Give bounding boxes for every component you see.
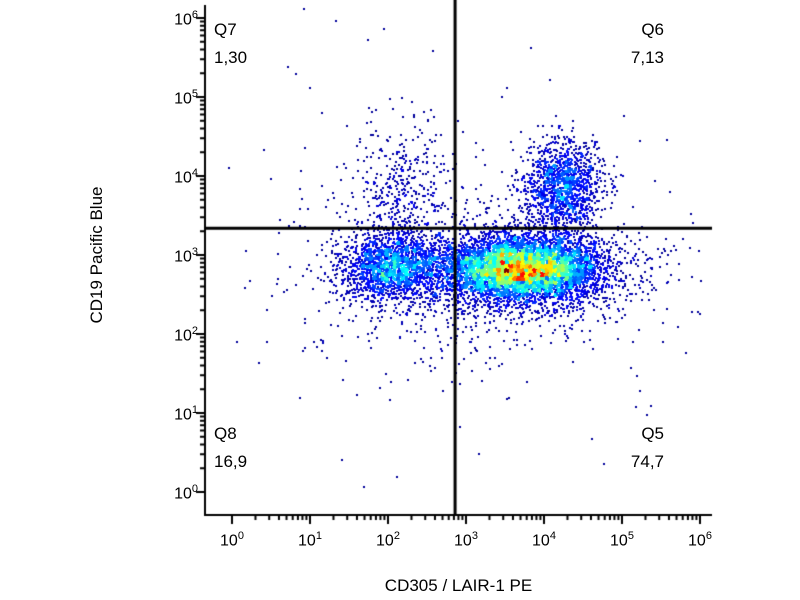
quadrant-value: 7,13 bbox=[630, 48, 664, 67]
y-tick-label: 103 bbox=[174, 246, 198, 266]
y-tick-label: 105 bbox=[174, 88, 198, 108]
y-tick-label: 100 bbox=[174, 483, 198, 503]
x-tick-label: 104 bbox=[532, 530, 556, 550]
y-tick-label: 102 bbox=[174, 325, 198, 345]
y-tick-label: 106 bbox=[174, 9, 198, 29]
quadrant-label-q6: Q6 7,13 bbox=[558, 16, 664, 72]
quadrant-value: 1,30 bbox=[214, 48, 248, 67]
x-tick-label: 101 bbox=[298, 530, 322, 550]
y-tick-label: 101 bbox=[174, 404, 198, 424]
x-tick-label: 106 bbox=[688, 530, 712, 550]
quadrant-label-q5: Q5 74,7 bbox=[558, 420, 664, 476]
quadrant-name: Q5 bbox=[641, 424, 664, 443]
y-tick-label: 104 bbox=[174, 167, 198, 187]
y-axis-title: CD19 Pacific Blue bbox=[87, 186, 106, 324]
x-axis-title: CD305 / LAIR-1 PE bbox=[384, 576, 533, 595]
x-tick-label: 105 bbox=[610, 530, 634, 550]
quadrant-label-q8: Q8 16,9 bbox=[214, 420, 247, 476]
quadrant-value: 74,7 bbox=[630, 452, 664, 471]
quadrant-value: 16,9 bbox=[214, 452, 248, 471]
x-tick-label: 102 bbox=[376, 530, 400, 550]
x-tick-label: 100 bbox=[220, 530, 244, 550]
x-tick-label: 103 bbox=[454, 530, 478, 550]
quadrant-label-q7: Q7 1,30 bbox=[214, 16, 247, 72]
quadrant-name: Q6 bbox=[641, 20, 664, 39]
quadrant-name: Q7 bbox=[214, 20, 237, 39]
quadrant-name: Q8 bbox=[214, 424, 237, 443]
